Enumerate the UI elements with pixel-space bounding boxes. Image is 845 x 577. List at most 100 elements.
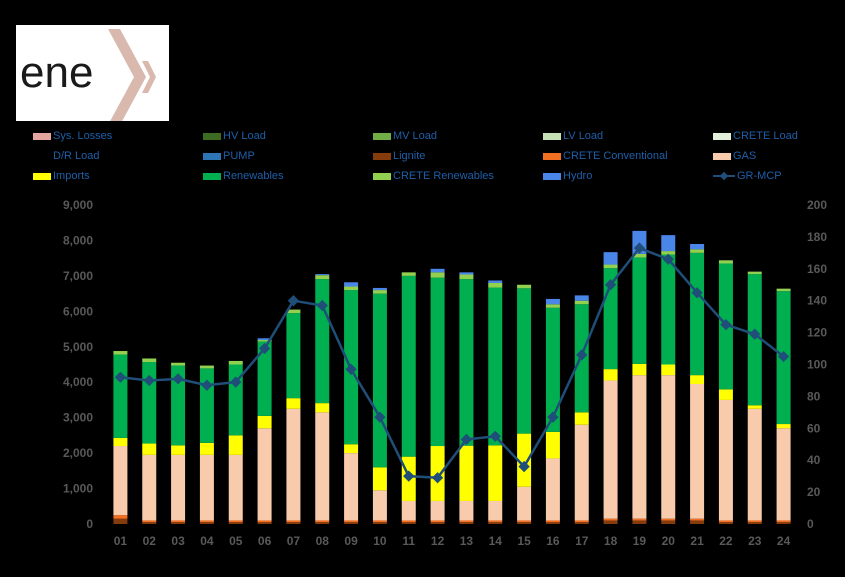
bar-segment-lignite bbox=[718, 522, 733, 524]
legend-item-dr-load: D/R Load bbox=[33, 150, 99, 162]
gr-mcp-marker bbox=[143, 374, 155, 387]
x-tick-label: 11 bbox=[402, 534, 415, 548]
gr-mcp-marker bbox=[604, 279, 617, 291]
bar-segment-renewables bbox=[257, 341, 272, 416]
bar-segment-crete-renewables bbox=[517, 284, 532, 289]
bar-segment-gas bbox=[142, 454, 157, 521]
x-tick-label: 04 bbox=[200, 534, 214, 548]
bar-segment-crete-conventional bbox=[257, 520, 272, 523]
bar-segment-lignite bbox=[574, 522, 589, 524]
bar-segment-imports bbox=[661, 364, 676, 376]
bar-segment-gas bbox=[545, 458, 560, 521]
x-tick-label: 12 bbox=[431, 534, 445, 548]
bar-segment-lignite bbox=[228, 522, 243, 524]
y-right-tick-label: 200 bbox=[807, 198, 827, 212]
bar-segment-imports bbox=[257, 415, 272, 429]
bar-segment-lignite bbox=[459, 522, 474, 524]
legend-label: LV Load bbox=[563, 130, 604, 142]
bar-segment-imports bbox=[372, 467, 387, 491]
x-tick-label: 20 bbox=[662, 534, 676, 548]
bar-segment-crete-conventional bbox=[488, 520, 503, 523]
y-right-tick-label: 100 bbox=[807, 358, 827, 372]
legend-item-crete-renewables: CRETE Renewables bbox=[373, 170, 494, 182]
legend-label: CRETE Renewables bbox=[393, 170, 494, 182]
bar-segment-crete-renewables bbox=[747, 271, 762, 275]
bar-segment-imports bbox=[690, 375, 705, 384]
x-tick-label: 06 bbox=[258, 534, 272, 548]
x-tick-label: 02 bbox=[143, 534, 157, 548]
bar-segment-crete-renewables bbox=[459, 274, 474, 280]
gr-mcp-marker bbox=[431, 472, 444, 484]
enex-logo-graphic: ene bbox=[20, 29, 156, 125]
bar-segment-lignite bbox=[430, 522, 445, 524]
chart-legend: Sys. Losses HV Load MV Load LV Load CRETE Lo… bbox=[33, 130, 833, 190]
bar-segment-lignite bbox=[286, 522, 301, 524]
legend-label: Sys. Losses bbox=[53, 130, 113, 142]
bar-segment-imports bbox=[747, 405, 762, 409]
bar-segment-hydro bbox=[545, 298, 560, 305]
logo-text: ene bbox=[20, 48, 93, 97]
bar-segment-renewables bbox=[372, 293, 387, 468]
legend-item-lignite: Lignite bbox=[373, 150, 425, 162]
bar-segment-gas bbox=[344, 453, 359, 521]
y-left-tick-label: 4,000 bbox=[63, 375, 93, 389]
x-tick-label: 07 bbox=[287, 534, 301, 548]
legend-item-hv-load: HV Load bbox=[203, 130, 266, 142]
legend-item-crete-load: CRETE Load bbox=[713, 130, 798, 142]
y-right-tick-label: 20 bbox=[807, 485, 821, 499]
legend-item-sys-losses: Sys. Losses bbox=[33, 130, 112, 142]
bar-segment-imports bbox=[776, 424, 791, 429]
bar-segment-crete-conventional bbox=[286, 520, 301, 523]
legend-swatch bbox=[543, 132, 561, 140]
legend-swatch bbox=[373, 152, 391, 160]
bar-segment-renewables bbox=[113, 354, 128, 438]
bar-segment-renewables bbox=[661, 254, 676, 365]
x-tick-label: 21 bbox=[690, 534, 704, 548]
bar-segment-crete-renewables bbox=[718, 260, 733, 264]
gr-mcp-marker bbox=[345, 363, 357, 375]
legend-line-swatch bbox=[713, 171, 735, 181]
bar-segment-imports bbox=[199, 442, 214, 455]
y-left-tick-label: 8,000 bbox=[63, 233, 93, 247]
bar-segment-gas bbox=[776, 428, 791, 521]
x-tick-label: 24 bbox=[777, 534, 791, 548]
y-left-tick-label: 1,000 bbox=[63, 482, 93, 496]
legend-label: CRETE Load bbox=[733, 130, 798, 142]
legend-label: Renewables bbox=[223, 170, 284, 182]
bar-segment-crete-renewables bbox=[776, 288, 791, 292]
x-tick-label: 22 bbox=[719, 534, 733, 548]
bar-segment-gas bbox=[517, 486, 532, 521]
bar-segment-lignite bbox=[344, 522, 359, 524]
bar-segment-renewables bbox=[690, 252, 705, 376]
bar-segment-imports bbox=[603, 369, 618, 381]
legend-item-hydro: Hydro bbox=[543, 170, 592, 182]
bar-segment-lignite bbox=[661, 520, 676, 524]
bar-segment-renewables bbox=[517, 288, 532, 434]
y-right-tick-label: 40 bbox=[807, 453, 821, 467]
bar-segment-imports bbox=[344, 444, 359, 454]
legend-label: MV Load bbox=[393, 130, 438, 142]
y-left-tick-label: 2,000 bbox=[63, 446, 93, 460]
bar-segment-crete-conventional bbox=[545, 520, 560, 523]
x-tick-label: 08 bbox=[316, 534, 330, 548]
bar-segment-imports bbox=[718, 389, 733, 400]
legend-item-mv-load: MV Load bbox=[373, 130, 437, 142]
bar-segment-crete-renewables bbox=[315, 275, 330, 280]
bar-segment-renewables bbox=[171, 365, 186, 446]
bar-segment-lignite bbox=[401, 522, 416, 524]
bar-segment-renewables bbox=[199, 368, 214, 443]
bar-segment-imports bbox=[488, 445, 503, 501]
bar-segment-crete-conventional bbox=[171, 520, 186, 523]
bar-segment-crete-conventional bbox=[113, 515, 128, 519]
bar-segment-hydro bbox=[690, 243, 705, 250]
legend-swatch bbox=[203, 172, 221, 180]
bar-segment-lignite bbox=[517, 522, 532, 524]
bar-segment-lignite bbox=[776, 522, 791, 524]
x-tick-label: 16 bbox=[546, 534, 560, 548]
bar-segment-crete-renewables bbox=[257, 340, 272, 342]
x-tick-label: 15 bbox=[517, 534, 531, 548]
legend-label: Hydro bbox=[563, 170, 593, 182]
bar-segment-imports bbox=[459, 445, 474, 501]
bar-segment-crete-conventional bbox=[344, 520, 359, 523]
gr-mcp-marker bbox=[691, 287, 703, 299]
